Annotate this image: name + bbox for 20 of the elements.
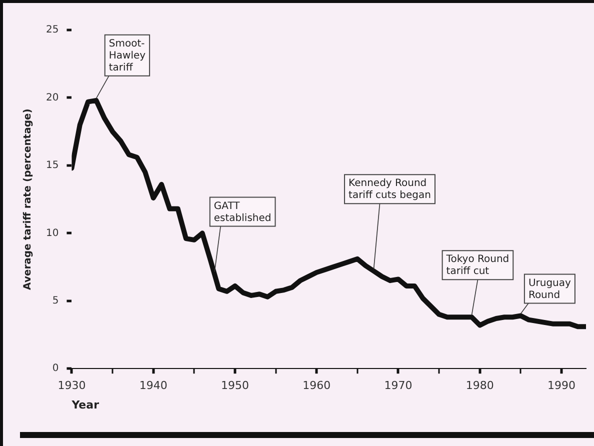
- x-tick-label: 1960: [302, 379, 331, 392]
- y-tick-label: 25: [46, 24, 59, 36]
- y-tick-label: 0: [52, 363, 59, 374]
- y-axis-title: Average tariff rate (percentage): [22, 108, 34, 290]
- x-axis-title: Year: [70, 398, 100, 412]
- x-tick-label: 1980: [466, 379, 494, 392]
- y-tick-label: 10: [46, 228, 59, 239]
- annotation: GATT established: [214, 200, 272, 224]
- x-tick-label: 1950: [220, 379, 249, 392]
- x-tick-label: 1970: [384, 379, 412, 392]
- x-tick-label: 1940: [139, 379, 168, 392]
- x-tick-label: 1930: [58, 379, 86, 392]
- annotation: Uruguay Round: [528, 278, 572, 301]
- x-tick-label: 1990: [548, 379, 576, 392]
- annotation: Smoot- Hawley tariff: [108, 38, 146, 74]
- y-tick-label: 5: [52, 295, 59, 306]
- y-tick-label: 20: [46, 92, 59, 104]
- y-tick-label: 15: [46, 160, 59, 172]
- annotation: Kennedy Round tariff cuts began: [348, 178, 431, 202]
- annotation: Tokyo Round tariff cut: [445, 254, 510, 278]
